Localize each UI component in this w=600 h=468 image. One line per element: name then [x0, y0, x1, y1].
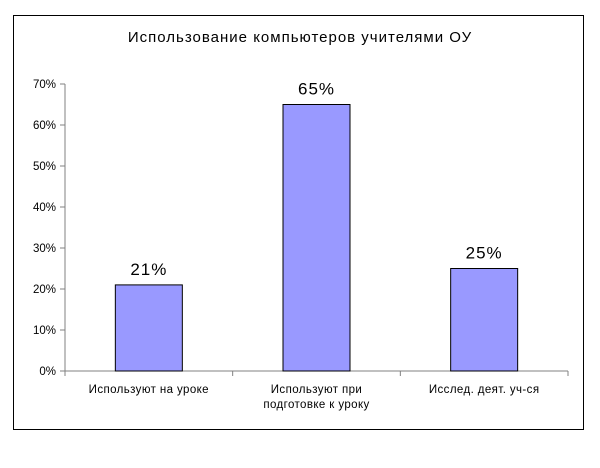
y-tick-label: 70%: [33, 79, 56, 91]
data-label: 21%: [130, 260, 167, 279]
chart-labels: 0% 10% 20% 30% 40% 50% 60% 70% 21% Используют на …: [33, 79, 539, 411]
data-label: 25%: [466, 244, 503, 263]
x-category-label: Используют при: [271, 384, 362, 396]
bar: [114, 284, 183, 372]
bar: [282, 104, 351, 372]
bar: [450, 268, 519, 372]
y-tick-label: 40%: [33, 202, 56, 214]
y-tick-label: 60%: [33, 120, 56, 132]
chart-bars: [114, 104, 519, 372]
y-tick-label: 50%: [33, 161, 56, 173]
data-label: 65%: [298, 80, 335, 99]
chart-title: Использование компьютеров учителями ОУ: [127, 29, 473, 46]
x-category-label: Используют на уроке: [89, 384, 209, 396]
y-tick-label: 10%: [33, 325, 56, 337]
y-tick-label: 0%: [39, 366, 56, 378]
y-tick-label: 20%: [33, 284, 56, 296]
x-category-label: подготовке к уроку: [263, 399, 369, 411]
y-tick-label: 30%: [33, 243, 56, 255]
x-category-label: Исслед. деят. уч-ся: [429, 384, 540, 396]
